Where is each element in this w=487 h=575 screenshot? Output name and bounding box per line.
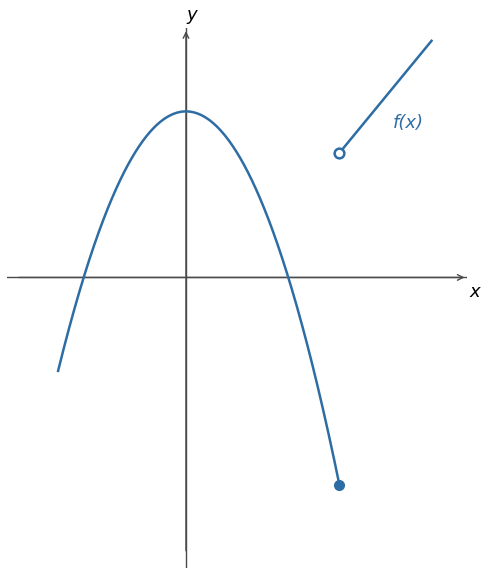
- Text: f(x): f(x): [393, 114, 424, 132]
- Text: y: y: [187, 6, 197, 24]
- Text: x: x: [470, 283, 481, 301]
